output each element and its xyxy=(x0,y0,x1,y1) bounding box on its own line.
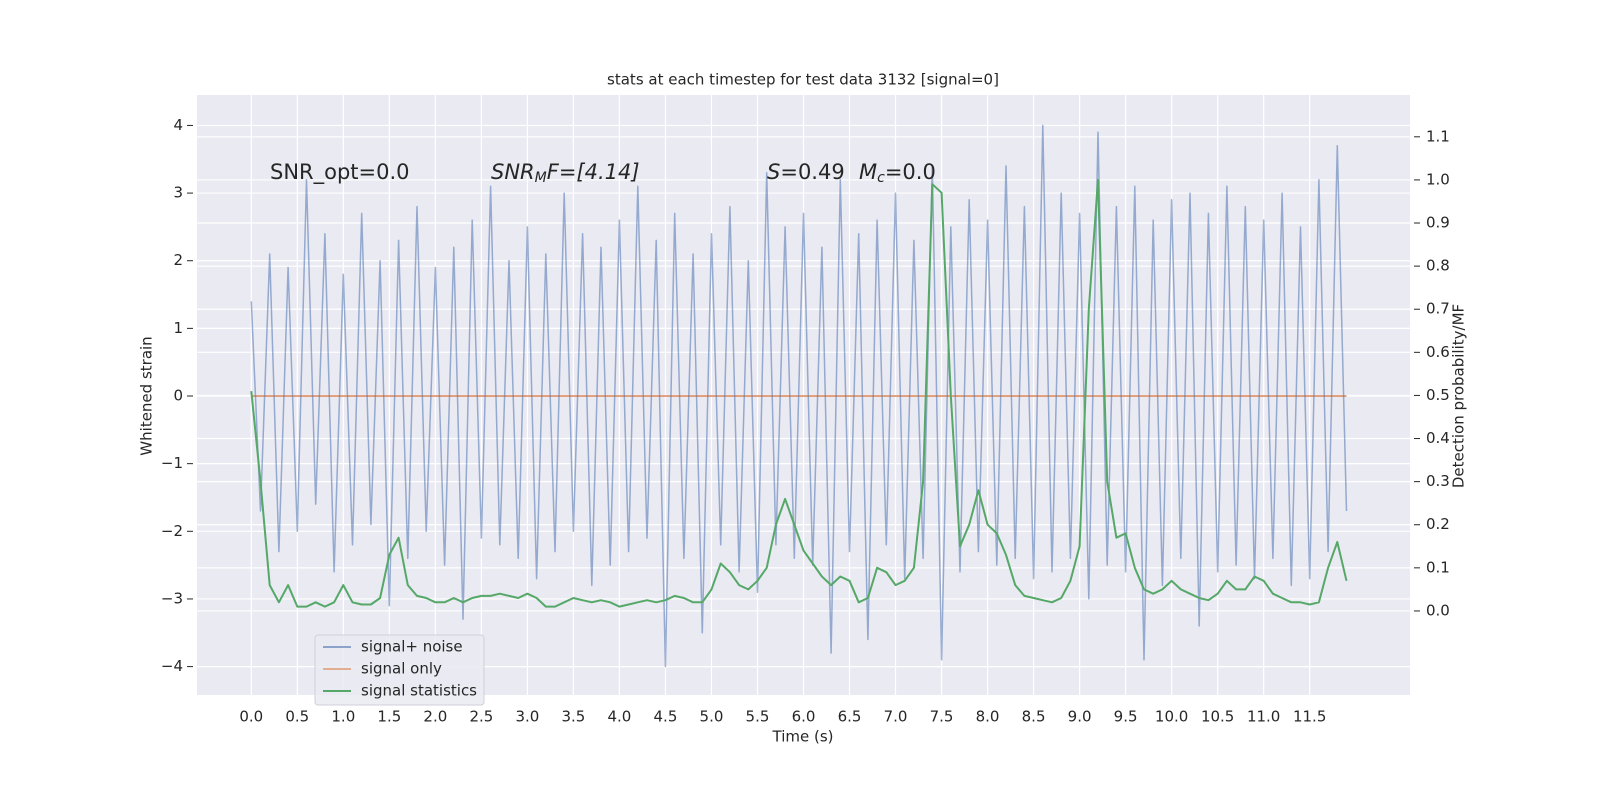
annotation-part: =0.49 xyxy=(780,160,844,184)
y-tick-label: −2 xyxy=(161,522,183,540)
series-line xyxy=(250,178,1348,608)
y-tick-label: 1 xyxy=(173,319,183,337)
marks xyxy=(250,124,1348,668)
x-tick-label: 11.0 xyxy=(1247,708,1280,726)
annotation-part: F=[4.14] xyxy=(547,160,640,184)
x-tick-label: 2.5 xyxy=(469,708,493,726)
y-tick-label: 2 xyxy=(173,251,183,269)
y2-tick-label: 0.9 xyxy=(1426,214,1450,232)
annotation-part: c xyxy=(877,170,885,186)
annotation-part: SNR xyxy=(491,160,535,184)
x-tick-label: 5.5 xyxy=(746,708,770,726)
x-tick-label: 3.0 xyxy=(515,708,539,726)
x-tick-label: 8.0 xyxy=(976,708,1000,726)
x-tick-label: 1.5 xyxy=(377,708,401,726)
y2-tick-label: 0.0 xyxy=(1426,601,1450,619)
x-tick-label: 4.0 xyxy=(608,708,632,726)
x-tick-label: 8.5 xyxy=(1022,708,1046,726)
x-tick-label: 0.0 xyxy=(239,708,263,726)
x-tick-label: 10.0 xyxy=(1155,708,1188,726)
legend: signal+ noise signal only signal statistic… xyxy=(314,634,485,706)
y2-tick-label: 0.5 xyxy=(1426,386,1450,404)
x-tick-label: 6.0 xyxy=(792,708,816,726)
y-tick-label: −1 xyxy=(161,454,183,472)
y2-tick-label: 0.4 xyxy=(1426,429,1450,447)
x-tick-label: 6.5 xyxy=(838,708,862,726)
y2-tick-label: 0.3 xyxy=(1426,472,1450,490)
x-tick-label: 9.0 xyxy=(1068,708,1092,726)
x-tick-label: 0.5 xyxy=(285,708,309,726)
y2-tick-label: 1.1 xyxy=(1426,127,1450,145)
annotation: SNR_opt=0.0 xyxy=(270,160,410,185)
y2-tick-label: 0.6 xyxy=(1426,343,1450,361)
legend-label: signal only xyxy=(361,660,442,678)
x-tick-label: 1.0 xyxy=(331,708,355,726)
annotation-part: =0.0 xyxy=(885,160,936,184)
y-axis-label: Whitened strain xyxy=(138,336,156,455)
x-tick-label: 9.5 xyxy=(1114,708,1138,726)
legend-label: signal+ noise xyxy=(361,638,463,656)
annotation: S=0.49 xyxy=(767,160,845,184)
x-tick-label: 5.0 xyxy=(700,708,724,726)
chart-title: stats at each timestep for test data 313… xyxy=(607,71,999,89)
annotation: SNRMF=[4.14] xyxy=(491,160,640,186)
y-tick-label: −4 xyxy=(161,657,183,675)
y-tick-label: 4 xyxy=(173,116,183,134)
x-tick-label: 10.5 xyxy=(1201,708,1234,726)
y2-tick-label: 0.7 xyxy=(1426,300,1450,318)
annotation-part: M xyxy=(535,170,547,186)
y2-tick-label: 0.2 xyxy=(1426,515,1450,533)
legend-label: signal statistics xyxy=(361,682,477,700)
y-tick-label: −3 xyxy=(161,589,183,607)
x-tick-label: 3.5 xyxy=(561,708,585,726)
y-tick-label: 0 xyxy=(173,387,183,405)
x-axis-label: Time (s) xyxy=(772,728,834,746)
legend-box xyxy=(314,634,485,706)
annotation-part: M xyxy=(859,160,877,184)
x-tick-label: 4.5 xyxy=(654,708,678,726)
annotation-part: S xyxy=(767,160,780,184)
series-line xyxy=(250,124,1348,668)
x-tick-label: 7.5 xyxy=(930,708,954,726)
annotation: Mc=0.0 xyxy=(859,160,936,186)
y2-tick-label: 1.0 xyxy=(1426,170,1450,188)
y-tick-label: 3 xyxy=(173,184,183,202)
x-tick-label: 11.5 xyxy=(1293,708,1326,726)
y2-tick-label: 0.8 xyxy=(1426,257,1450,275)
x-tick-label: 2.0 xyxy=(423,708,447,726)
y2-tick-label: 0.1 xyxy=(1426,558,1450,576)
y2-axis-label: Detection probability/MF xyxy=(1450,304,1468,488)
x-tick-label: 7.0 xyxy=(884,708,908,726)
